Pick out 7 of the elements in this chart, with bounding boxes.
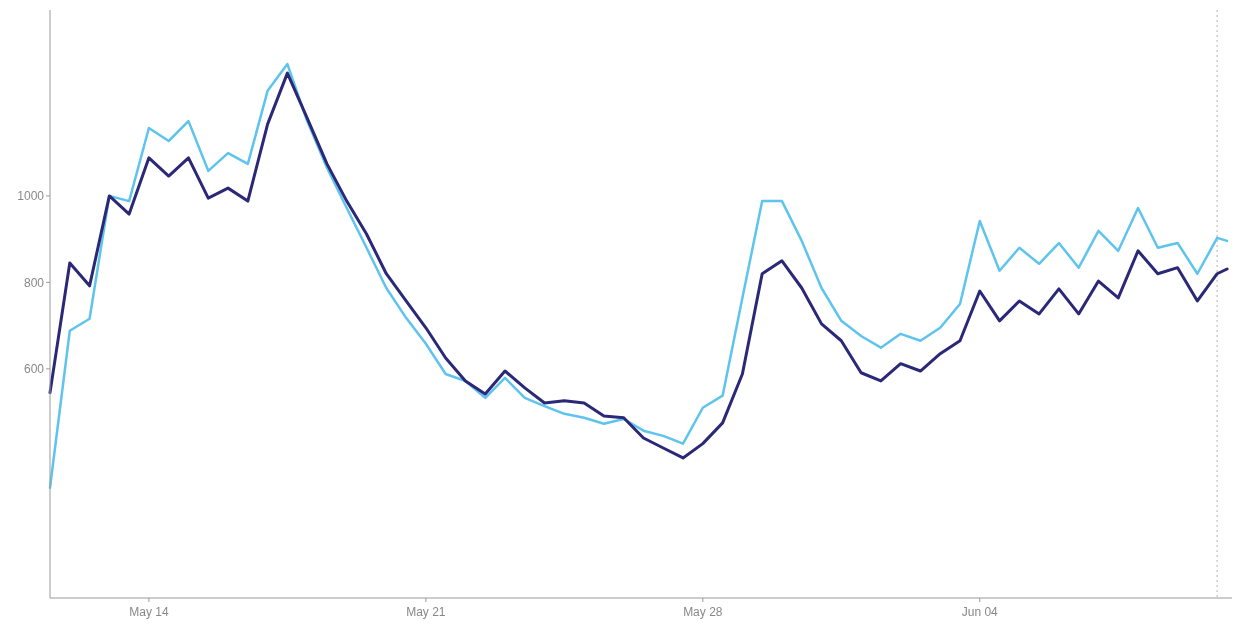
x-tick-label: May 28 [683,605,723,619]
y-tick-label: 800 [23,275,45,290]
y-tick-label: 1000 [17,189,45,204]
x-tick-label: Jun 04 [961,605,999,619]
x-tick-label: May 14 [129,605,169,619]
y-tick-label: 600 [23,362,45,377]
x-tick-label: May 21 [406,605,446,619]
